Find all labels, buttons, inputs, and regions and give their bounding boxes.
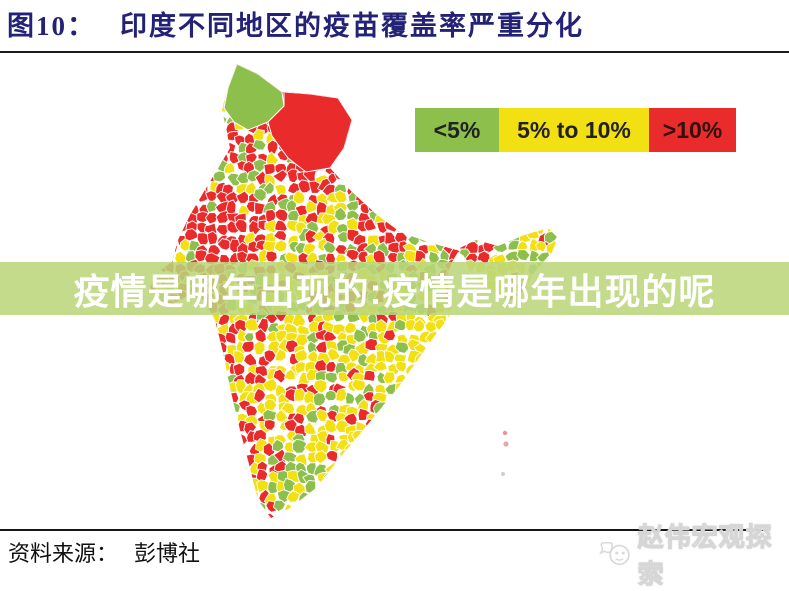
source-label: 资料来源：	[8, 541, 119, 566]
legend-label-5to10: 5% to 10%	[517, 116, 631, 143]
watermark-text: 赵伟宏观探索	[637, 522, 773, 590]
header-divider-line	[0, 51, 789, 53]
legend-segment-red: >10%	[649, 108, 736, 152]
legend-segment-green: <5%	[415, 108, 499, 152]
legend-segment-yellow: 5% to 10%	[499, 108, 649, 152]
source-line: 资料来源： 彭博社	[8, 536, 200, 568]
legend-label-lt5: <5%	[433, 116, 481, 143]
figure-title: 印度不同地区的疫苗覆盖率严重分化	[120, 11, 584, 41]
footer-divider-line	[0, 529, 770, 531]
map-legend: <5% 5% to 10% >10%	[415, 108, 736, 152]
overlay-text-banner: 疫情是哪年出现的:疫情是哪年出现的呢	[0, 262, 789, 315]
legend-label-gt10: >10%	[662, 116, 723, 143]
overlay-banner-text: 疫情是哪年出现的:疫情是哪年出现的呢	[73, 270, 716, 312]
watermark: 赵伟宏观探索	[598, 517, 789, 591]
watermark-logo-icon	[599, 542, 630, 566]
figure-number-label: 图10：	[7, 11, 96, 41]
source-value: 彭博社	[134, 541, 201, 566]
figure-title-row: 图10： 印度不同地区的疫苗覆盖率严重分化	[7, 4, 584, 43]
